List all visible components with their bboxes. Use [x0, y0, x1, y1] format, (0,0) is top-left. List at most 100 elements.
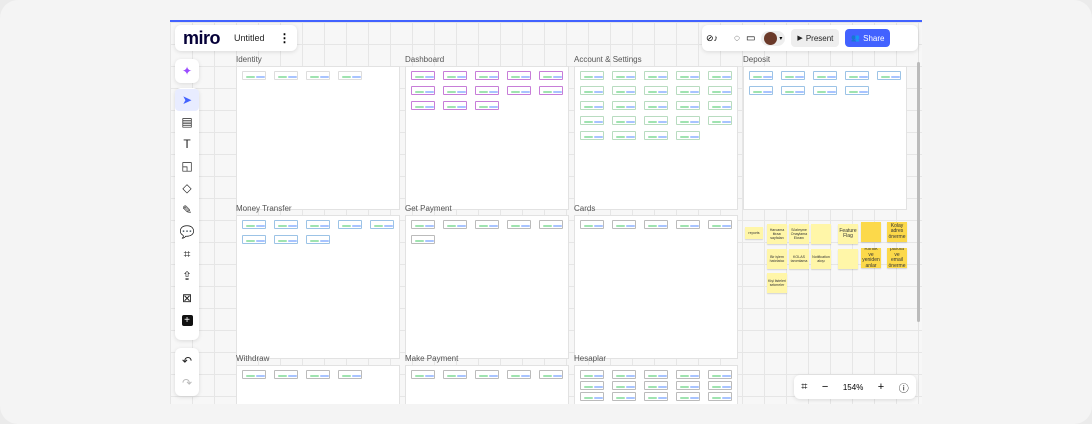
sticky-note[interactable]: [811, 224, 831, 244]
sticky-note[interactable]: parola ve email önerme: [887, 248, 907, 268]
flow-card[interactable]: [338, 370, 362, 379]
flow-card[interactable]: [676, 392, 700, 401]
flow-card[interactable]: [612, 381, 636, 390]
text-icon[interactable]: T: [183, 137, 191, 151]
flow-card[interactable]: [644, 86, 668, 95]
flow-card[interactable]: [644, 370, 668, 379]
flow-card[interactable]: [306, 235, 330, 244]
sticky-note[interactable]: reports: [745, 227, 763, 239]
flow-card[interactable]: [580, 220, 604, 229]
flow-card[interactable]: [411, 220, 435, 229]
frame[interactable]: [236, 66, 400, 210]
flow-card[interactable]: [539, 370, 563, 379]
flow-card[interactable]: [708, 71, 732, 80]
flow-card[interactable]: [708, 381, 732, 390]
flow-card[interactable]: [443, 71, 467, 80]
flow-card[interactable]: [580, 370, 604, 379]
flow-card[interactable]: [411, 86, 435, 95]
flow-card[interactable]: [580, 86, 604, 95]
zoom-out-icon[interactable]: −: [821, 381, 829, 393]
flow-card[interactable]: [507, 71, 531, 80]
collaborators[interactable]: ▾: [761, 30, 786, 46]
flow-card[interactable]: [612, 71, 636, 80]
upload-icon[interactable]: ⇪: [181, 269, 193, 283]
flow-card[interactable]: [338, 71, 362, 80]
undo-icon[interactable]: ↶: [181, 354, 193, 368]
flow-card[interactable]: [676, 131, 700, 140]
flow-card[interactable]: [813, 71, 837, 80]
flow-card[interactable]: [708, 86, 732, 95]
flow-card[interactable]: [242, 235, 266, 244]
flow-card[interactable]: [644, 220, 668, 229]
vertical-scrollbar[interactable]: [917, 62, 920, 322]
sticky-note[interactable]: [838, 249, 858, 269]
comment-icon[interactable]: 💬: [179, 225, 195, 239]
sticky-note[interactable]: Notification akışı: [811, 249, 831, 269]
sticky-note[interactable]: Sözleşme Onaylama Ekranı: [789, 224, 809, 244]
share-button[interactable]: 👥 Share: [845, 29, 891, 47]
flow-card[interactable]: [411, 370, 435, 379]
frame[interactable]: [236, 365, 400, 404]
flow-card[interactable]: [242, 220, 266, 229]
flow-card[interactable]: [580, 71, 604, 80]
flow-card[interactable]: [443, 370, 467, 379]
sticky-note[interactable]: [861, 222, 881, 242]
flow-card[interactable]: [708, 220, 732, 229]
flow-card[interactable]: [708, 392, 732, 401]
flow-card[interactable]: [612, 220, 636, 229]
flow-card[interactable]: [411, 101, 435, 110]
flow-card[interactable]: [676, 116, 700, 125]
flow-card[interactable]: [507, 220, 531, 229]
flow-card[interactable]: [306, 370, 330, 379]
sticky-note[interactable]: Kolay adres önerme: [887, 222, 907, 242]
frame[interactable]: [574, 215, 738, 359]
present-button[interactable]: ▶ Present: [791, 29, 840, 47]
flow-card[interactable]: [676, 86, 700, 95]
flow-card[interactable]: [306, 220, 330, 229]
frame[interactable]: [236, 215, 400, 359]
sticky-note[interactable]: Bir işlem hatırlatıcı: [767, 249, 787, 269]
flow-card[interactable]: [539, 220, 563, 229]
flow-card[interactable]: [475, 370, 499, 379]
sticky-note[interactable]: KOLAS tanımlama: [789, 249, 809, 269]
templates-icon[interactable]: ▤: [181, 115, 193, 129]
flow-card[interactable]: [507, 86, 531, 95]
flow-card[interactable]: [338, 220, 362, 229]
flow-card[interactable]: [370, 220, 394, 229]
flow-card[interactable]: [644, 101, 668, 110]
frame[interactable]: [405, 365, 569, 404]
flow-card[interactable]: [676, 101, 700, 110]
flow-card[interactable]: [612, 101, 636, 110]
flow-card[interactable]: [781, 71, 805, 80]
sticky-note[interactable]: Kişi listeleri sekmeler: [767, 273, 787, 293]
more-menu-icon[interactable]: ⋮: [278, 31, 291, 45]
flow-card[interactable]: [274, 220, 298, 229]
flow-card[interactable]: [411, 235, 435, 244]
fit-screen-icon[interactable]: ⌗: [801, 380, 808, 393]
flow-card[interactable]: [507, 370, 531, 379]
flow-card[interactable]: [443, 220, 467, 229]
flow-card[interactable]: [676, 220, 700, 229]
frame[interactable]: [574, 66, 738, 210]
chat-icon[interactable]: ◌: [734, 32, 740, 44]
flow-card[interactable]: [676, 71, 700, 80]
flow-card[interactable]: [274, 370, 298, 379]
flow-card[interactable]: [612, 131, 636, 140]
flow-card[interactable]: [580, 116, 604, 125]
flow-card[interactable]: [539, 71, 563, 80]
sticky-note[interactable]: Harcama itirazı sayfaları: [767, 224, 787, 244]
flow-card[interactable]: [612, 116, 636, 125]
flow-card[interactable]: [475, 71, 499, 80]
board-title[interactable]: Untitled: [234, 33, 265, 43]
ai-assist-button[interactable]: ✦: [175, 59, 199, 83]
flow-card[interactable]: [306, 71, 330, 80]
more-icon[interactable]: +: [175, 309, 199, 331]
shapes-icon[interactable]: ◇: [182, 181, 192, 195]
flow-card[interactable]: [676, 381, 700, 390]
pen-icon[interactable]: ✎: [181, 203, 193, 217]
flow-card[interactable]: [708, 116, 732, 125]
flow-card[interactable]: [580, 101, 604, 110]
flow-card[interactable]: [644, 131, 668, 140]
frame[interactable]: [743, 66, 907, 210]
flow-card[interactable]: [708, 370, 732, 379]
